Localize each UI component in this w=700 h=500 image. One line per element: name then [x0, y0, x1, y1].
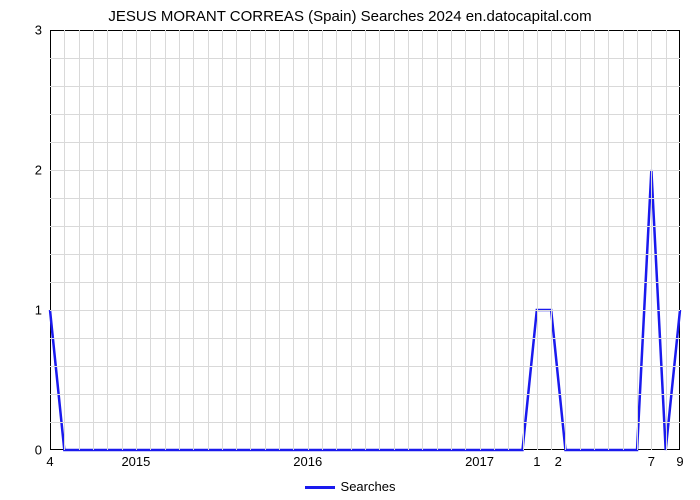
grid-v [250, 30, 251, 450]
grid-v [150, 30, 151, 450]
grid-v [523, 30, 524, 450]
grid-v [107, 30, 108, 450]
grid-v [666, 30, 667, 450]
x-tick-label: 2015 [121, 454, 150, 469]
grid-v [637, 30, 638, 450]
y-tick-label: 2 [35, 163, 42, 178]
y-tick-label: 0 [35, 443, 42, 458]
grid-v [64, 30, 65, 450]
y-tick-label: 3 [35, 23, 42, 38]
grid-v [122, 30, 123, 450]
grid-v [580, 30, 581, 450]
grid-v [336, 30, 337, 450]
chart-container: JESUS MORANT CORREAS (Spain) Searches 20… [0, 0, 700, 500]
grid-v [379, 30, 380, 450]
grid-v [136, 30, 137, 450]
grid-v [293, 30, 294, 450]
grid-v [408, 30, 409, 450]
chart-title: JESUS MORANT CORREAS (Spain) Searches 20… [0, 8, 700, 25]
x-tick-label: 2 [555, 454, 562, 469]
grid-v [651, 30, 652, 450]
grid-v [422, 30, 423, 450]
grid-v [623, 30, 624, 450]
grid-v [193, 30, 194, 450]
x-tick-label: 2016 [293, 454, 322, 469]
grid-v [222, 30, 223, 450]
grid-v [565, 30, 566, 450]
plot-area: 012320152016201741279 [50, 30, 680, 450]
grid-v [351, 30, 352, 450]
y-tick-label: 1 [35, 303, 42, 318]
grid-v [265, 30, 266, 450]
legend: Searches [0, 479, 700, 494]
x-tick-label: 7 [648, 454, 655, 469]
grid-v [236, 30, 237, 450]
grid-v [594, 30, 595, 450]
grid-v [308, 30, 309, 450]
grid-v [537, 30, 538, 450]
grid-v [208, 30, 209, 450]
legend-label: Searches [341, 479, 396, 494]
x-tick-label: 9 [676, 454, 683, 469]
grid-v [279, 30, 280, 450]
grid-v [608, 30, 609, 450]
grid-v [93, 30, 94, 450]
grid-v [165, 30, 166, 450]
legend-swatch [305, 486, 335, 489]
grid-v [322, 30, 323, 450]
grid-v [437, 30, 438, 450]
grid-v [79, 30, 80, 450]
x-tick-label: 2017 [465, 454, 494, 469]
grid-v [394, 30, 395, 450]
grid-v [494, 30, 495, 450]
grid-v [365, 30, 366, 450]
x-tick-label: 4 [46, 454, 53, 469]
grid-v [465, 30, 466, 450]
grid-v [551, 30, 552, 450]
grid-v [480, 30, 481, 450]
grid-v [508, 30, 509, 450]
grid-v [451, 30, 452, 450]
grid-v [179, 30, 180, 450]
x-tick-label: 1 [533, 454, 540, 469]
